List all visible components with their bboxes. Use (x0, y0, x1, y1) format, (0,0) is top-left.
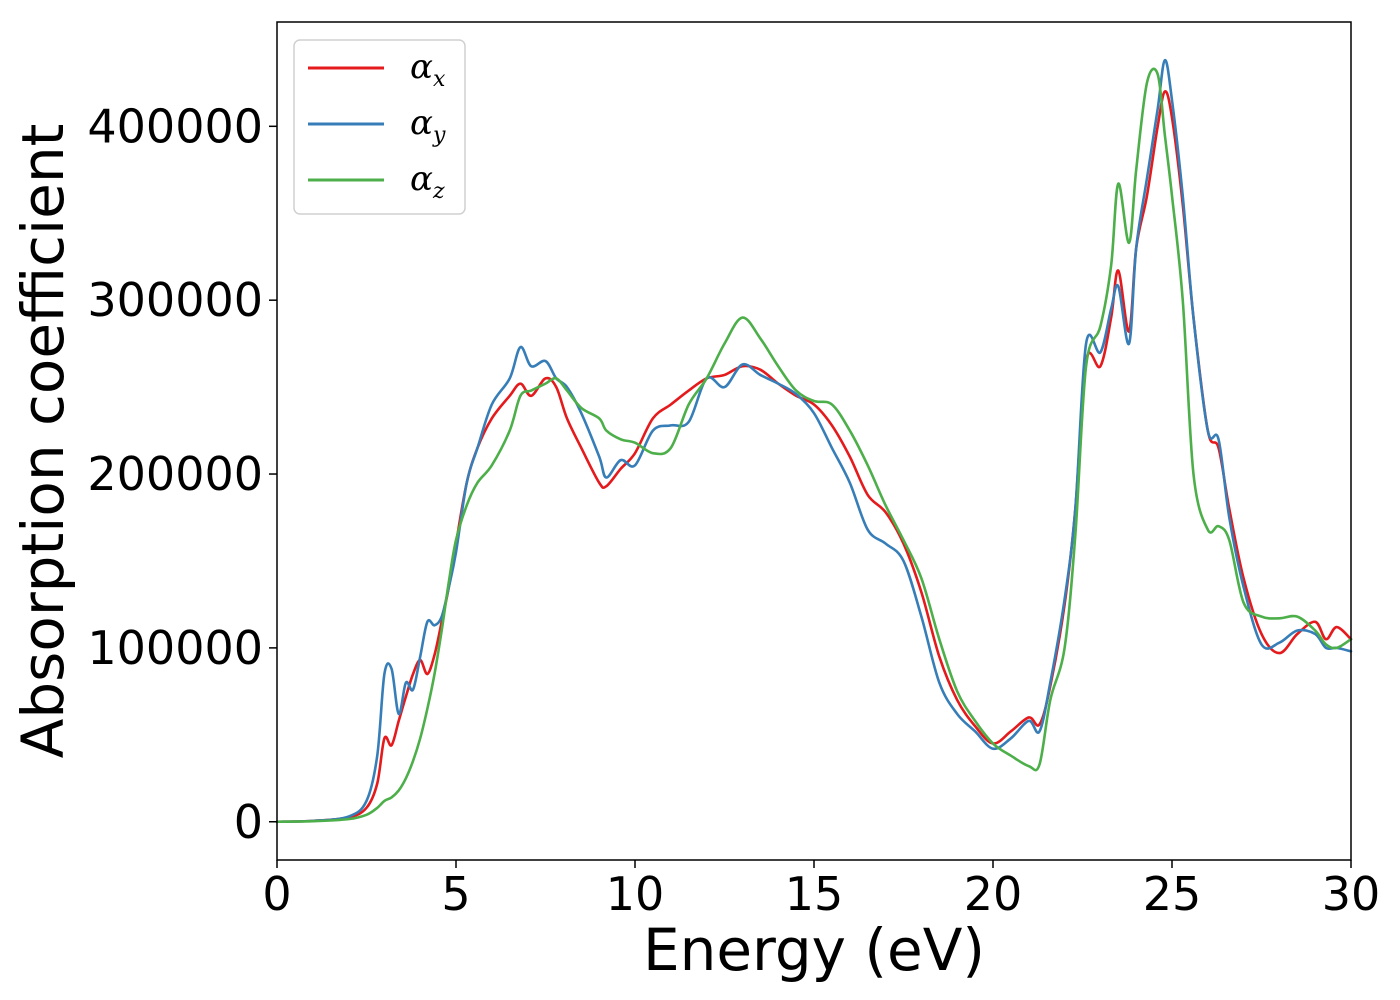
x-tick-label: 0 (262, 867, 291, 921)
y-axis: 0 100000 200000 300000 400000 (87, 99, 277, 849)
x-tick-label: 10 (606, 867, 665, 921)
x-axis-title: Energy (eV) (643, 916, 985, 984)
x-tick-label: 20 (964, 867, 1023, 921)
legend: αx αy αz (293, 39, 466, 215)
x-tick-label: 30 (1322, 867, 1381, 921)
y-tick-label: 200000 (87, 447, 263, 501)
x-tick-label: 15 (785, 867, 844, 921)
legend-label-z: αz (410, 159, 445, 204)
y-tick-label: 400000 (87, 99, 263, 153)
y-tick-label: 100000 (87, 621, 263, 675)
legend-label-x: αx (410, 47, 446, 92)
y-tick-label: 0 (234, 795, 263, 849)
y-tick-label: 300000 (87, 273, 263, 327)
legend-label-y: αy (410, 103, 446, 148)
legend-box (293, 39, 466, 215)
series-line-z (275, 67, 1353, 824)
x-tick-label: 5 (441, 867, 470, 921)
series-layer (275, 58, 1353, 824)
y-axis-title: Absorption coefficient (9, 124, 77, 759)
x-axis: 0 5 10 15 20 25 30 (262, 860, 1380, 921)
x-tick-label: 25 (1143, 867, 1202, 921)
